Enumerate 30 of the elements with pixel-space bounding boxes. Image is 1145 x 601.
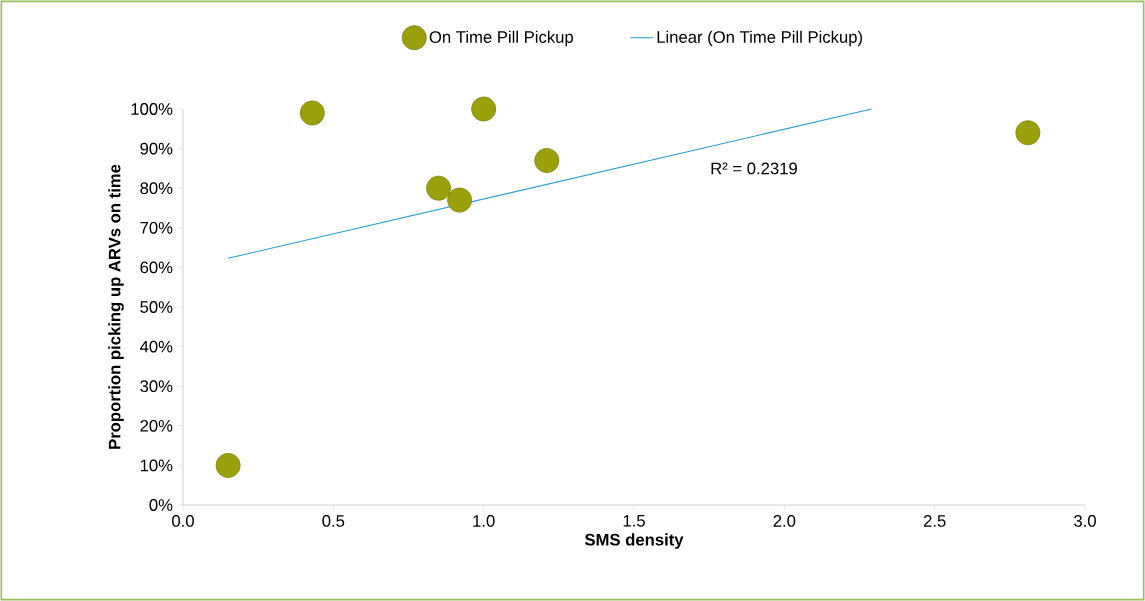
y-tick-label: 10% xyxy=(140,459,173,472)
x-tick-label: 1.5 xyxy=(623,515,645,527)
point xyxy=(1015,120,1041,146)
point xyxy=(447,187,473,213)
y-axis-title: Proportion picking up ARVs on time xyxy=(108,164,124,449)
y-tick-label: 80% xyxy=(140,182,173,195)
point xyxy=(426,175,451,201)
x-tick-label: 3.0 xyxy=(1074,515,1096,527)
point xyxy=(534,148,560,173)
y-tick-label: 60% xyxy=(140,261,173,274)
x-tick-label: 0.5 xyxy=(322,515,345,527)
x-axis-title: SMS density xyxy=(584,533,684,549)
y-tick-label: 90% xyxy=(140,142,173,155)
y-tick-label: 70% xyxy=(140,221,173,234)
x-tick-label: 1.0 xyxy=(473,515,495,527)
x-tick-label: 2.5 xyxy=(923,515,946,527)
point xyxy=(299,100,325,126)
y-tick-label: 20% xyxy=(140,419,173,432)
y-tick-label: 100% xyxy=(131,103,173,115)
y-tick-label: 50% xyxy=(140,301,173,313)
point xyxy=(215,453,241,478)
y-tick-label: 30% xyxy=(140,380,173,393)
y-tick-label: 0% xyxy=(149,499,173,511)
annotation: R² = 0.2319 xyxy=(711,162,797,175)
point xyxy=(471,96,497,122)
legend-label: Linear (On Time Pill Pickup) xyxy=(657,30,862,47)
x-tick-label: 0.0 xyxy=(172,515,194,527)
legend-label: On Time Pill Pickup xyxy=(429,30,574,47)
x-tick-label: 2.0 xyxy=(773,515,796,527)
y-tick-label: 40% xyxy=(139,340,173,353)
